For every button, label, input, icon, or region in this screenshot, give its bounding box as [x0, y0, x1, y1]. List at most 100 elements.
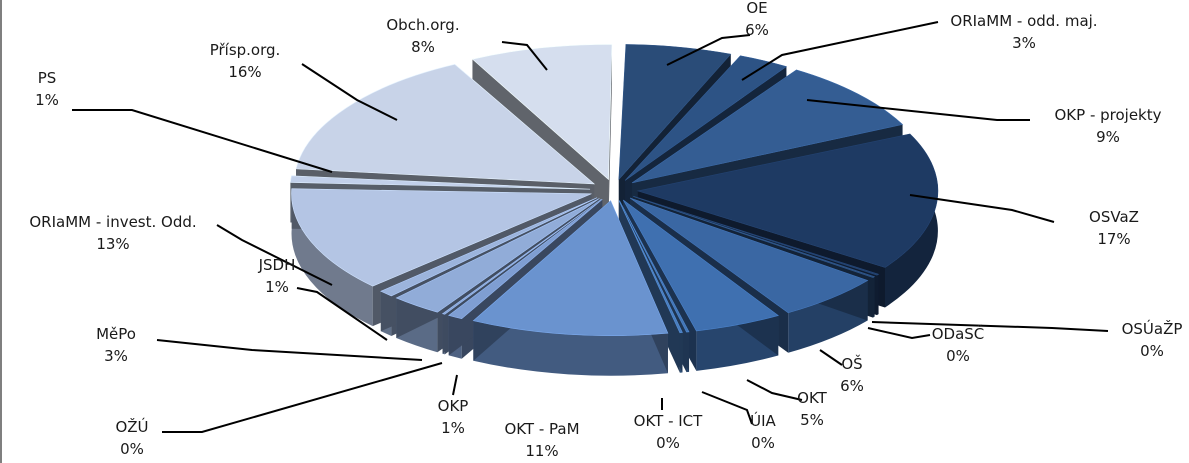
slice-percent-okp-projekty: 9%: [1096, 128, 1120, 146]
slice-percent-ps: 1%: [35, 91, 59, 109]
slice-top-ozu: [441, 198, 602, 315]
slice-percent-odasc: 0%: [946, 347, 970, 365]
data-label-oriamm-odd-maj: ORIaMM - odd. maj. 3%: [950, 12, 1097, 52]
slice-name-okp-projekty: OKP - projekty: [1054, 106, 1161, 124]
slice-okt-pam: [472, 200, 669, 376]
data-label-okp: OKP 1%: [438, 397, 469, 437]
slice-top-okp-projekty: [631, 69, 904, 184]
slice-side-oriamm-invest-odd: [291, 188, 373, 327]
data-label-ps: PS 1%: [35, 69, 59, 109]
leader-line-mepo: [156, 339, 423, 361]
slice-top-mepo: [395, 198, 600, 313]
slice-percent-oriamm-invest-odd: 13%: [96, 235, 129, 253]
data-label-okt-pam: OKT - PaM 11%: [504, 420, 579, 460]
slice-top-os: [629, 197, 869, 314]
leader-line-oriamm-invest-odd: [216, 224, 333, 286]
leader-lines: [72, 21, 1109, 433]
data-label-oe: OE 6%: [745, 0, 769, 39]
slice-top-okt-ict: [618, 200, 683, 334]
slices-layer: [290, 44, 939, 376]
data-label-okp-projekty: OKP - projekty 9%: [1054, 106, 1161, 146]
slice-name-osuazp: OSÚaŽP: [1122, 319, 1183, 338]
slice-percent-mepo: 3%: [104, 347, 128, 365]
slice-name-okt-ict: OKT - ICT: [634, 412, 703, 430]
leader-line-okp-projekty: [806, 99, 1030, 121]
slice-name-mepo: MěPo: [96, 325, 136, 343]
slice-top-jsdh: [380, 197, 598, 297]
slice-name-uia: ÚIA: [750, 411, 776, 430]
slice-name-jsdh: JSDH: [258, 256, 296, 274]
leader-line-odasc: [867, 327, 931, 340]
data-label-obch-org: Obch.org. 8%: [386, 16, 459, 56]
slice-top-oriamm-odd-maj: [624, 55, 788, 181]
data-label-oriamm-invest-odd: ORIaMM - invest. Odd. 13%: [29, 213, 196, 253]
slice-side-okt-pam: [473, 320, 668, 376]
slice-name-okp: OKP: [438, 397, 469, 415]
leader-line-jsdh: [296, 287, 388, 341]
slice-name-okt-pam: OKT - PaM: [504, 420, 579, 438]
slice-top-okt: [622, 199, 779, 332]
slice-top-uia: [619, 200, 690, 333]
data-labels: OE 6% ORIaMM - odd. maj. 3% OKP - projekty 9%…: [29, 0, 1182, 460]
slice-percent-uia: 0%: [751, 434, 775, 452]
data-label-ozu: OŽÚ 0%: [115, 417, 148, 458]
slice-percent-okt-pam: 11%: [525, 442, 558, 460]
slice-name-osvaz: OSVaZ: [1089, 208, 1139, 226]
leader-line-osvaz: [909, 194, 1055, 223]
slice-percent-obch-org: 8%: [411, 38, 435, 56]
slice-name-oriamm-invest-odd: ORIaMM - invest. Odd.: [29, 213, 196, 231]
data-label-jsdh: JSDH 1%: [258, 256, 296, 296]
leader-line-okt: [746, 379, 803, 401]
data-label-mepo: MěPo 3%: [96, 325, 136, 365]
slice-percent-os: 6%: [840, 377, 864, 395]
slice-name-prisp-org: Přísp.org.: [210, 41, 281, 59]
slice-name-ps: PS: [38, 69, 57, 87]
slice-name-okt: OKT: [797, 389, 827, 407]
slice-name-odasc: ODaSČ: [932, 324, 985, 343]
slice-top-ps: [290, 175, 591, 190]
leader-line-osuazp: [871, 321, 1109, 332]
slice-percent-okt: 5%: [800, 411, 824, 429]
slice-name-ozu: OŽÚ: [115, 417, 148, 436]
leader-line-obch-org: [501, 41, 548, 71]
data-label-prisp-org: Přísp.org. 16%: [210, 41, 281, 81]
slice-top-okp: [448, 199, 603, 320]
leader-line-uia: [701, 391, 753, 425]
slice-percent-ozu: 0%: [120, 440, 144, 458]
data-label-osvaz: OSVaZ 17%: [1089, 208, 1139, 248]
slice-top-oriamm-invest-odd: [291, 188, 592, 287]
slice-name-oriamm-odd-maj: ORIaMM - odd. maj.: [950, 12, 1097, 30]
slice-top-odasc: [633, 196, 876, 278]
leader-line-ps: [72, 109, 333, 173]
slice-percent-osvaz: 17%: [1097, 230, 1130, 248]
data-label-okt-ict: OKT - ICT 0%: [634, 412, 703, 452]
slice-percent-osuazp: 0%: [1140, 342, 1164, 360]
slice-percent-jsdh: 1%: [265, 278, 289, 296]
data-label-os: OŠ 6%: [840, 354, 864, 395]
leader-line-ozu: [162, 362, 443, 433]
slice-percent-okp: 1%: [441, 419, 465, 437]
leader-line-prisp-org: [301, 63, 398, 121]
slice-top-okt-pam: [472, 200, 669, 336]
leader-line-oriamm-odd-maj: [741, 21, 939, 81]
slice-name-oe: OE: [746, 0, 767, 17]
slice-name-obch-org: Obch.org.: [386, 16, 459, 34]
slice-percent-oriamm-odd-maj: 3%: [1012, 34, 1036, 52]
slice-name-os: OŠ: [841, 354, 862, 373]
data-label-okt: OKT 5%: [797, 389, 827, 429]
data-label-osuazp: OSÚaŽP 0%: [1122, 319, 1183, 360]
leader-line-os: [819, 349, 843, 366]
data-label-uia: ÚIA 0%: [750, 411, 776, 452]
slice-top-oe: [618, 44, 732, 181]
slice-percent-oe: 6%: [745, 21, 769, 39]
leader-line-oe: [666, 34, 751, 66]
slice-top-osvaz: [636, 133, 939, 268]
data-label-odasc: ODaSČ 0%: [932, 324, 985, 365]
slice-top-osuazp: [633, 195, 880, 276]
slice-top-prisp-org: [295, 64, 596, 185]
slice-percent-okt-ict: 0%: [656, 434, 680, 452]
leader-line-okp: [452, 374, 458, 396]
slice-percent-prisp-org: 16%: [228, 63, 261, 81]
